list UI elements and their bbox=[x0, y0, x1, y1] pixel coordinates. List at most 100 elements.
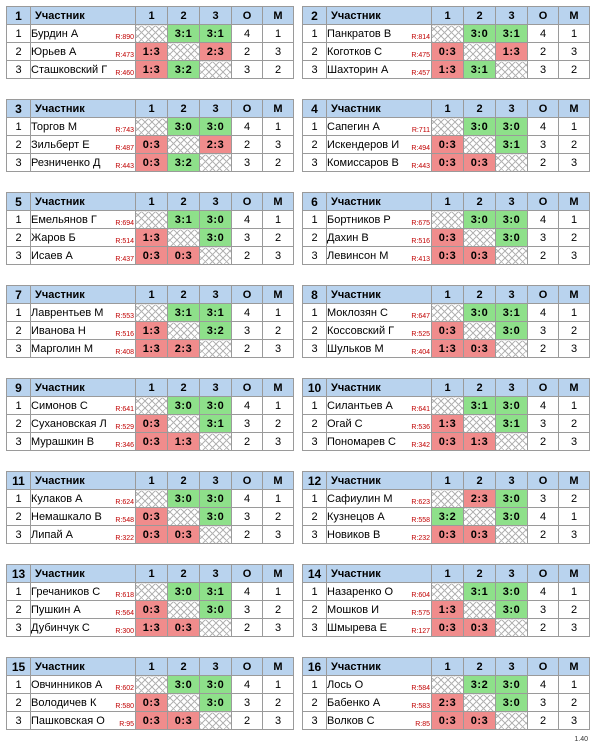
points-header: О bbox=[527, 285, 559, 304]
participant-row: 3 Шульков М R:404 1:3 0:3 2 3 bbox=[302, 339, 590, 358]
self-match-cell bbox=[167, 693, 200, 712]
self-match-cell bbox=[495, 339, 528, 358]
match-score: 0:3 bbox=[431, 42, 464, 61]
participant-row: 1 Симонов С R:641 3:0 3:0 4 1 bbox=[6, 396, 294, 415]
group-number: 14 bbox=[302, 564, 327, 583]
participant-cell: Сафиулин М R:623 bbox=[326, 489, 432, 508]
participant-name: Кузнецов А bbox=[327, 510, 385, 523]
match-score: 0:3 bbox=[431, 432, 464, 451]
participant-rating: R:525 bbox=[410, 330, 430, 339]
group-number: 5 bbox=[6, 192, 31, 211]
participant-cell: Бортников Р R:675 bbox=[326, 210, 432, 229]
points-value: 2 bbox=[231, 42, 263, 61]
place-header: М bbox=[262, 285, 294, 304]
group-table: 15 Участник 1 2 3 О М 1 Овчинников А R:602 3:0 3:0 4… bbox=[6, 657, 294, 730]
participant-name: Юрьев А bbox=[31, 45, 77, 58]
opponent-1-header: 1 bbox=[431, 471, 464, 490]
self-match-cell bbox=[463, 693, 496, 712]
points-value: 2 bbox=[527, 42, 559, 61]
group-header-row: 10 Участник 1 2 3 О М bbox=[302, 378, 590, 397]
participant-rating: R:647 bbox=[410, 312, 430, 321]
participant-row: 3 Шмырева Е R:127 0:3 0:3 2 3 bbox=[302, 618, 590, 637]
participant-cell: Резниченко Д R:443 bbox=[30, 153, 136, 172]
participant-rating: R:516 bbox=[114, 330, 134, 339]
opponent-3-header: 3 bbox=[199, 657, 232, 676]
points-header: О bbox=[231, 564, 263, 583]
match-score: 3:0 bbox=[199, 507, 232, 526]
participant-cell: Коссовский Г R:525 bbox=[326, 321, 432, 340]
self-match-cell bbox=[431, 489, 464, 508]
place-header: М bbox=[558, 192, 590, 211]
participant-name: Зильберт Е bbox=[31, 138, 90, 151]
participant-name: Силантьев А bbox=[327, 399, 393, 412]
participant-cell: Силантьев А R:641 bbox=[326, 396, 432, 415]
points-value: 3 bbox=[527, 600, 559, 619]
seed-number: 1 bbox=[6, 210, 31, 229]
participant-row: 2 Коготков С R:475 0:3 1:3 2 3 bbox=[302, 42, 590, 61]
participant-name: Сташковский Г bbox=[31, 63, 108, 76]
seed-number: 2 bbox=[302, 42, 327, 61]
seed-number: 3 bbox=[302, 339, 327, 358]
participant-name: Шмырева Е bbox=[327, 621, 388, 634]
place-header: М bbox=[558, 657, 590, 676]
self-match-cell bbox=[199, 525, 232, 544]
participant-header: Участник bbox=[30, 99, 136, 118]
participant-cell: Пушкин А R:564 bbox=[30, 600, 136, 619]
match-score: 1:3 bbox=[167, 432, 200, 451]
participant-header: Участник bbox=[326, 564, 432, 583]
participant-name: Исаев А bbox=[31, 249, 73, 262]
points-value: 3 bbox=[527, 60, 559, 79]
self-match-cell bbox=[135, 675, 168, 694]
participant-header: Участник bbox=[30, 192, 136, 211]
match-score: 3:0 bbox=[495, 600, 528, 619]
place-value: 1 bbox=[558, 675, 590, 694]
match-score: 3:0 bbox=[167, 489, 200, 508]
match-score: 0:3 bbox=[135, 153, 168, 172]
points-value: 4 bbox=[527, 396, 559, 415]
participant-row: 3 Резниченко Д R:443 0:3 3:2 3 2 bbox=[6, 153, 294, 172]
opponent-1-header: 1 bbox=[135, 99, 168, 118]
match-score: 0:3 bbox=[463, 711, 496, 730]
place-value: 3 bbox=[262, 525, 294, 544]
participant-row: 3 Пашковская О R:95 0:3 0:3 2 3 bbox=[6, 711, 294, 730]
participant-rating: R:342 bbox=[410, 441, 430, 450]
participant-row: 1 Назаренко О R:604 3:1 3:0 4 1 bbox=[302, 582, 590, 601]
participant-row: 3 Комиссаров В R:443 0:3 0:3 2 3 bbox=[302, 153, 590, 172]
match-score: 3:1 bbox=[463, 60, 496, 79]
participant-row: 3 Исаев А R:437 0:3 0:3 2 3 bbox=[6, 246, 294, 265]
participant-name: Симонов С bbox=[31, 399, 88, 412]
match-score: 0:3 bbox=[135, 414, 168, 433]
seed-number: 2 bbox=[302, 135, 327, 154]
points-value: 4 bbox=[231, 489, 263, 508]
participant-rating: R:232 bbox=[410, 534, 430, 543]
participant-row: 3 Левинсон М R:413 0:3 0:3 2 3 bbox=[302, 246, 590, 265]
match-score: 3:0 bbox=[167, 675, 200, 694]
match-score: 3:0 bbox=[199, 600, 232, 619]
match-score: 3:2 bbox=[167, 60, 200, 79]
participant-name: Дубинчук С bbox=[31, 621, 90, 634]
seed-number: 2 bbox=[6, 600, 31, 619]
seed-number: 2 bbox=[6, 693, 31, 712]
participant-row: 2 Иванова Н R:516 1:3 3:2 3 2 bbox=[6, 321, 294, 340]
participant-name: Иванова Н bbox=[31, 324, 86, 337]
place-header: М bbox=[262, 378, 294, 397]
self-match-cell bbox=[167, 321, 200, 340]
participant-rating: R:346 bbox=[114, 441, 134, 450]
group-number: 4 bbox=[302, 99, 327, 118]
points-value: 3 bbox=[231, 321, 263, 340]
participant-cell: Пашковская О R:95 bbox=[30, 711, 136, 730]
opponent-2-header: 2 bbox=[463, 6, 496, 25]
points-value: 4 bbox=[231, 117, 263, 136]
participant-rating: R:583 bbox=[410, 702, 430, 711]
points-header: О bbox=[527, 378, 559, 397]
participant-cell: Новиков В R:232 bbox=[326, 525, 432, 544]
seed-number: 3 bbox=[302, 711, 327, 730]
participant-row: 1 Овчинников А R:602 3:0 3:0 4 1 bbox=[6, 675, 294, 694]
participant-header: Участник bbox=[30, 657, 136, 676]
place-value: 1 bbox=[262, 582, 294, 601]
participant-name: Бурдин А bbox=[31, 27, 79, 40]
group-table: 11 Участник 1 2 3 О М 1 Кулаков А R:624 3:0 3:0 4 1 2 Н… bbox=[6, 471, 294, 544]
participant-name: Новиков В bbox=[327, 528, 381, 541]
match-score: 3:0 bbox=[199, 210, 232, 229]
match-score: 0:3 bbox=[431, 321, 464, 340]
